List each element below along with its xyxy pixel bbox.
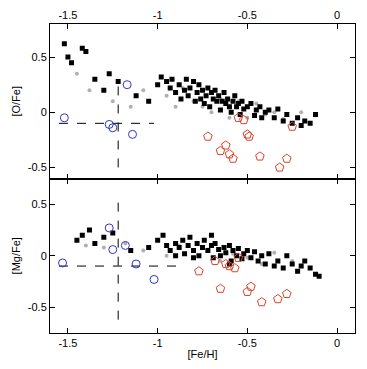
svg-text:0: 0: [334, 9, 340, 21]
svg-text:0.5: 0.5: [32, 51, 47, 63]
svg-text:[Mg/Fe]: [Mg/Fe]: [10, 237, 22, 274]
svg-text:-1.5: -1.5: [58, 337, 77, 349]
svg-text:0.5: 0.5: [32, 198, 47, 210]
svg-text:[O/Fe]: [O/Fe]: [10, 86, 22, 117]
svg-text:0: 0: [41, 106, 47, 118]
svg-text:-0.5: -0.5: [28, 301, 47, 313]
svg-text:0: 0: [334, 337, 340, 349]
svg-text:0: 0: [41, 250, 47, 262]
svg-text:-0.5: -0.5: [28, 161, 47, 173]
svg-text:-1: -1: [153, 337, 163, 349]
svg-text:-1.5: -1.5: [58, 9, 77, 21]
svg-text:-0.5: -0.5: [238, 9, 257, 21]
svg-text:-0.5: -0.5: [238, 337, 257, 349]
svg-text:-1: -1: [153, 9, 163, 21]
svg-text:[Fe/H]: [Fe/H]: [188, 348, 218, 360]
